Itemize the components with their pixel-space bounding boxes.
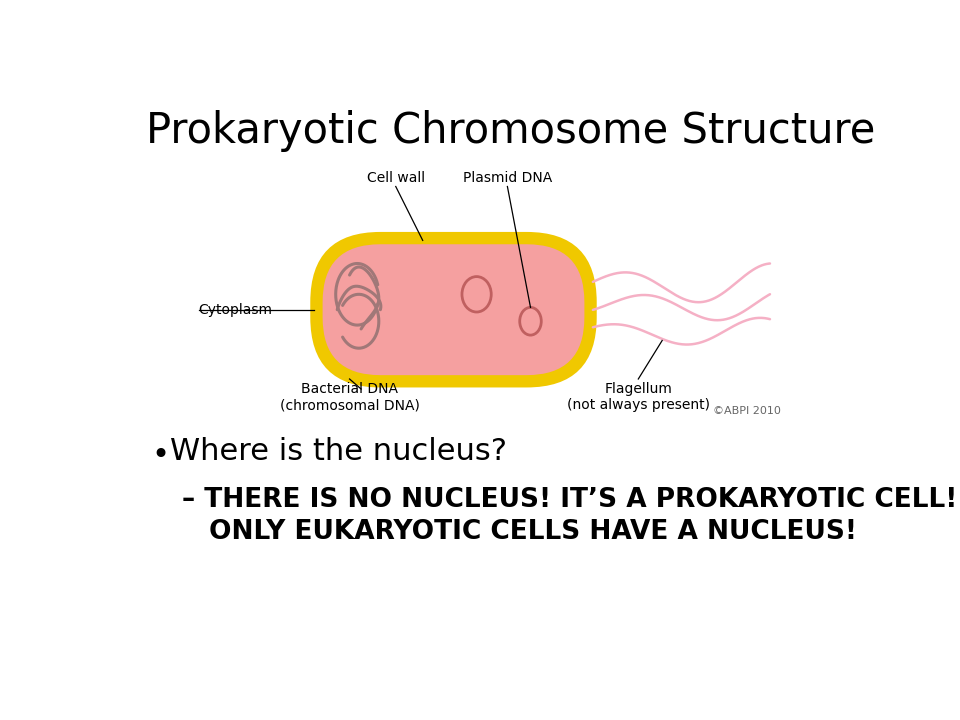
Text: Prokaryotic Chromosome Structure: Prokaryotic Chromosome Structure — [146, 109, 875, 151]
Text: Where is the nucleus?: Where is the nucleus? — [170, 437, 507, 466]
Text: ONLY EUKARYOTIC CELLS HAVE A NUCLEUS!: ONLY EUKARYOTIC CELLS HAVE A NUCLEUS! — [208, 519, 856, 545]
FancyBboxPatch shape — [323, 244, 585, 375]
Text: Cytoplasm: Cytoplasm — [198, 302, 272, 317]
Text: Cell wall: Cell wall — [367, 171, 425, 185]
FancyBboxPatch shape — [310, 232, 597, 387]
Text: •: • — [152, 441, 170, 469]
Text: – THERE IS NO NUCLEUS! IT’S A PROKARYOTIC CELL!: – THERE IS NO NUCLEUS! IT’S A PROKARYOTI… — [182, 487, 958, 513]
Text: Bacterial DNA
(chromosomal DNA): Bacterial DNA (chromosomal DNA) — [279, 382, 420, 413]
Text: Flagellum
(not always present): Flagellum (not always present) — [566, 382, 709, 413]
Text: Plasmid DNA: Plasmid DNA — [463, 171, 552, 185]
Text: ©ABPI 2010: ©ABPI 2010 — [713, 406, 780, 416]
